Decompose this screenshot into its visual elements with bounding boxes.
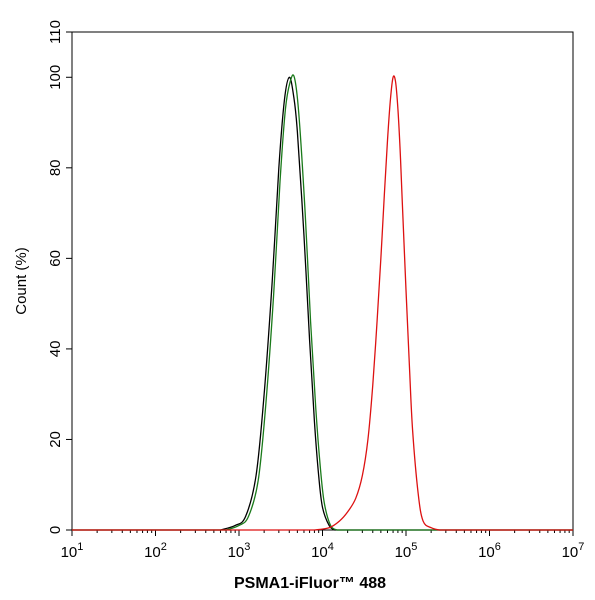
x-tick-exponent: 6 — [495, 541, 501, 553]
y-axis-label: Count (%) — [13, 247, 30, 315]
y-tick-label: 60 — [47, 250, 64, 267]
x-tick-label: 105 — [395, 541, 418, 561]
x-tick-exponent: 4 — [328, 541, 334, 553]
y-tick-label: 20 — [47, 431, 64, 448]
x-tick-base: 10 — [228, 544, 245, 561]
x-tick-base: 10 — [61, 544, 78, 561]
x-axis-ticks: 101 102 103 104 105 106 107 — [61, 530, 585, 561]
y-tick-label: 40 — [47, 341, 64, 358]
x-tick-label: 107 — [562, 541, 585, 561]
x-tick-exponent: 5 — [411, 541, 417, 553]
series-line-1 — [72, 76, 573, 531]
x-tick-label: 101 — [61, 541, 84, 561]
x-tick-label: 104 — [311, 541, 334, 561]
x-tick-base: 10 — [311, 544, 328, 561]
x-tick-base: 10 — [395, 544, 412, 561]
y-tick-label: 0 — [47, 526, 64, 534]
x-tick-exponent: 7 — [578, 541, 584, 553]
x-tick-base: 10 — [478, 544, 495, 561]
x-tick-label: 106 — [478, 541, 501, 561]
y-tick-label: 110 — [47, 20, 64, 44]
plot-frame — [71, 31, 574, 531]
series-line-2 — [72, 74, 573, 531]
y-tick-label: 80 — [47, 159, 64, 176]
x-tick-exponent: 2 — [161, 541, 167, 553]
x-tick-label: 102 — [144, 541, 167, 561]
x-tick-exponent: 1 — [77, 541, 83, 553]
x-tick-base: 10 — [144, 544, 161, 561]
x-axis-label: PSMA1-iFluor™ 488 — [234, 575, 386, 592]
x-tick-base: 10 — [562, 544, 579, 561]
y-axis-ticks: 0 20 40 60 80 100 110 — [47, 20, 72, 534]
series-line-3 — [72, 75, 573, 531]
series-lines — [72, 74, 573, 531]
x-tick-exponent: 3 — [244, 541, 250, 553]
x-tick-label: 103 — [228, 541, 251, 561]
y-tick-label: 100 — [47, 65, 64, 90]
